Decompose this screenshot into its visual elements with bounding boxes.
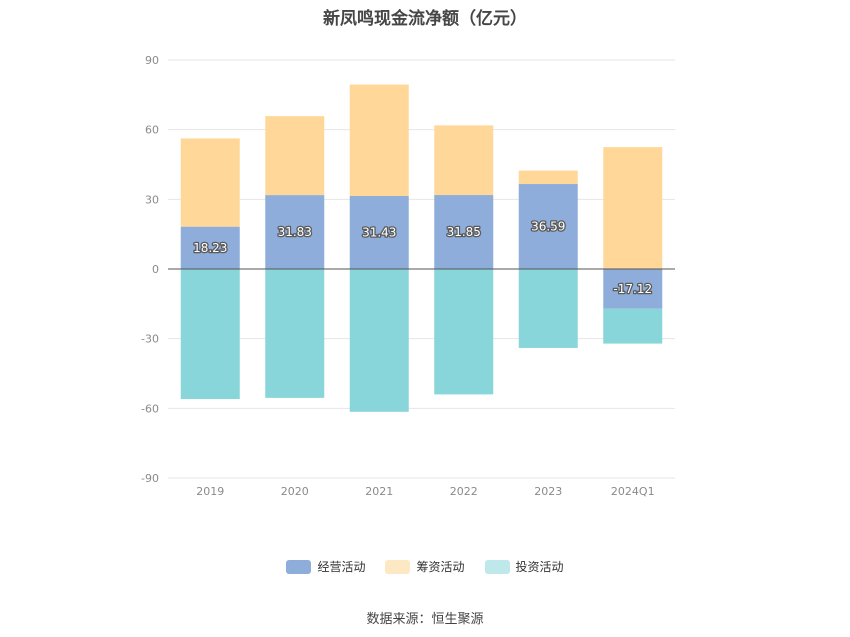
y-tick-label: -60 — [141, 402, 159, 415]
legend-item-financing[interactable]: 筹资活动 — [385, 558, 465, 575]
x-tick-label: 2021 — [365, 485, 393, 498]
y-tick-label: -90 — [141, 472, 159, 485]
bar-2022-series-1[interactable] — [434, 125, 494, 196]
data-label-2021: 31.43 — [362, 226, 396, 240]
bar-2019-series-0[interactable] — [180, 226, 240, 269]
y-tick-label: -30 — [141, 333, 159, 346]
legend-swatch-financing — [385, 559, 411, 574]
data-label-2020: 31.83 — [278, 225, 312, 239]
legend-item-investing[interactable]: 投资活动 — [484, 558, 564, 575]
x-tick-label: 2023 — [534, 485, 562, 498]
legend-label-financing: 筹资活动 — [416, 560, 465, 574]
bar-2024Q1-series-1[interactable] — [603, 147, 663, 269]
bar-2021-series-0[interactable] — [349, 196, 409, 269]
bar-2022-series-2[interactable] — [434, 269, 494, 395]
legend-label-operating: 经营活动 — [317, 560, 366, 574]
x-tick-label: 2022 — [450, 485, 478, 498]
y-tick-label: 90 — [145, 54, 159, 67]
bar-2022-series-0[interactable] — [434, 195, 494, 269]
y-tick-label: 60 — [145, 124, 159, 137]
x-tick-label: 2020 — [281, 485, 309, 498]
bar-2023-series-0[interactable] — [518, 184, 578, 269]
axis-layer: 90 60 30 0 -30 -60 -90 2019 2020 2021 2022 2023 2024… — [141, 54, 675, 498]
chart-title: 新凤鸣现金流净额（亿元） — [323, 9, 527, 29]
bar-2021-series-1[interactable] — [349, 84, 409, 197]
legend: 经营活动 筹资活动 投资活动 — [0, 558, 850, 575]
bar-2024Q1-series-2[interactable] — [603, 308, 663, 344]
y-tick-label: 0 — [152, 263, 159, 276]
data-label-2022: 31.85 — [447, 225, 481, 239]
bar-2019-series-1[interactable] — [180, 138, 240, 227]
data-label-2023: 36.59 — [531, 220, 565, 234]
legend-swatch-investing — [484, 559, 510, 574]
bar-2021-series-2[interactable] — [349, 269, 409, 412]
x-tick-label: 2024Q1 — [611, 485, 655, 498]
label-layer: 18.23 31.83 31.43 31.85 36.59 -17.12 — [192, 218, 654, 297]
legend-swatch-operating — [286, 559, 312, 574]
bar-layer — [180, 84, 663, 412]
y-tick-label: 30 — [145, 193, 159, 206]
bar-2020-series-1[interactable] — [265, 116, 325, 196]
data-label-2019: 18.23 — [193, 241, 227, 255]
bar-2023-series-1[interactable] — [518, 170, 578, 185]
bar-2020-series-2[interactable] — [265, 269, 325, 398]
legend-item-operating[interactable]: 经营活动 — [286, 558, 365, 575]
bar-2024Q1-series-0[interactable] — [603, 269, 663, 309]
grid-layer — [168, 59, 675, 479]
x-tick-label: 2019 — [196, 485, 224, 498]
bar-2023-series-2[interactable] — [518, 269, 578, 348]
legend-label-investing: 投资活动 — [515, 560, 564, 574]
bar-2019-series-2[interactable] — [180, 269, 240, 400]
bar-2020-series-0[interactable] — [265, 195, 325, 269]
data-label-2024Q1: -17.12 — [613, 282, 652, 296]
data-source: 数据来源：恒生聚源 — [366, 612, 484, 627]
